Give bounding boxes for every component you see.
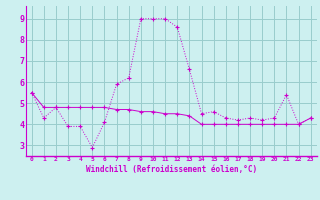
X-axis label: Windchill (Refroidissement éolien,°C): Windchill (Refroidissement éolien,°C) [86,165,257,174]
